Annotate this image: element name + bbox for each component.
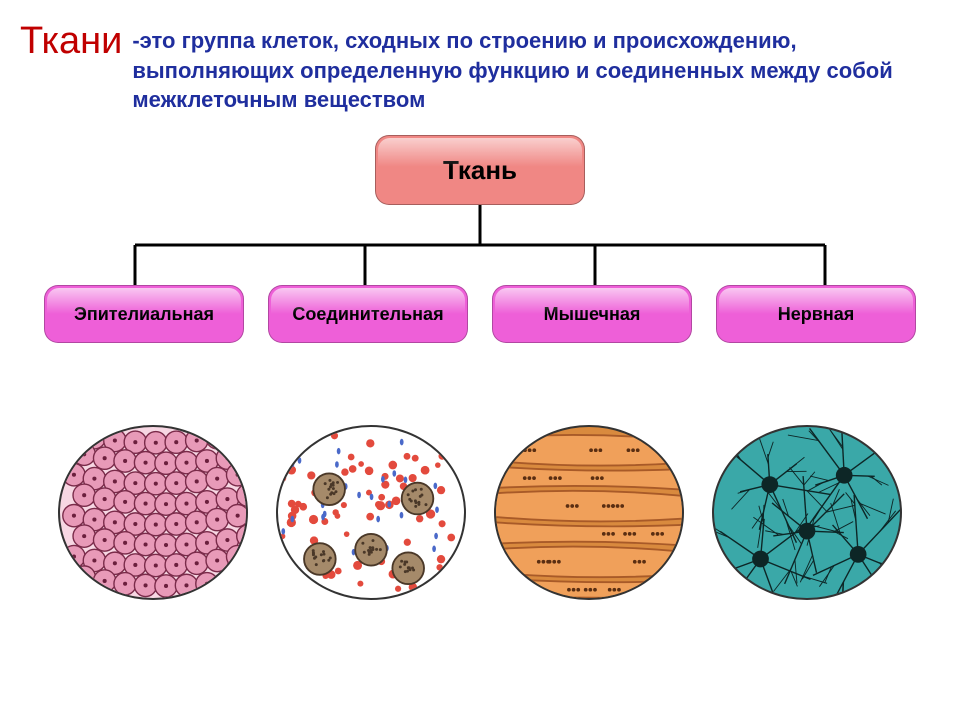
child-node-1: Соединительная <box>268 285 468 343</box>
definition-text: -это группа клеток, сходных по строению … <box>132 20 930 115</box>
root-node: Ткань <box>375 135 585 205</box>
child-label-1: Соединительная <box>292 304 443 325</box>
tissue-images-row <box>0 425 960 600</box>
child-row: Эпителиальная Соединительная Мышечная Нервн… <box>0 285 960 343</box>
tissue-image-muscle <box>494 425 684 600</box>
hierarchy-chart: Ткань Эпителиальная Соединительная Мышечна… <box>0 135 960 395</box>
root-label: Ткань <box>443 155 517 186</box>
tissue-image-nervous <box>712 425 902 600</box>
child-label-0: Эпителиальная <box>74 304 214 325</box>
tissue-image-connective <box>276 425 466 600</box>
child-label-3: Нервная <box>778 304 854 325</box>
tissue-image-epithelial <box>58 425 248 600</box>
page-title: Ткани <box>20 20 122 63</box>
child-node-0: Эпителиальная <box>44 285 244 343</box>
child-node-3: Нервная <box>716 285 916 343</box>
child-node-2: Мышечная <box>492 285 692 343</box>
child-label-2: Мышечная <box>544 304 641 325</box>
